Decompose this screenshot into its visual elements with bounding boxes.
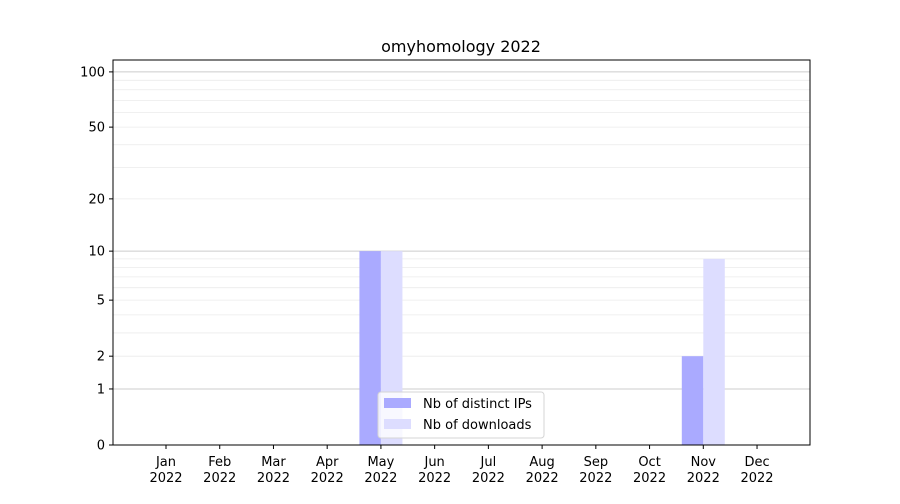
bar-nb-of-distinct-ips (359, 251, 381, 445)
x-tick-label: Jan (155, 455, 176, 470)
x-tick-label: Jul (480, 455, 497, 470)
y-tick-label: 20 (88, 192, 105, 207)
bar-nb-of-downloads (703, 258, 725, 445)
x-tick-label: 2022 (257, 471, 290, 486)
legend-swatch (384, 419, 411, 429)
bar-nb-of-distinct-ips (681, 356, 704, 445)
x-tick-label: 2022 (203, 471, 236, 486)
y-tick-label: 0 (97, 439, 105, 454)
legend-label: Nb of downloads (423, 418, 532, 433)
x-tick-label: 2022 (149, 471, 182, 486)
x-tick-label: 2022 (472, 471, 505, 486)
y-tick-label: 100 (80, 65, 105, 80)
x-tick-label: 2022 (687, 471, 720, 486)
y-tick-label: 2 (97, 350, 105, 365)
x-tick-label: Dec (744, 455, 769, 470)
chart-title: omyhomology 2022 (381, 37, 541, 56)
legend-label: Nb of distinct IPs (423, 397, 532, 412)
x-tick-label: Apr (316, 455, 339, 470)
x-tick-label: 2022 (740, 471, 773, 486)
x-tick-label: Sep (584, 455, 609, 470)
y-tick-label: 1 (97, 382, 105, 397)
x-tick-label: Mar (261, 455, 286, 470)
legend: Nb of distinct IPs Nb of downloads (377, 391, 545, 439)
x-tick-label: Aug (529, 455, 554, 470)
x-tick-label: 2022 (364, 471, 397, 486)
legend-box (377, 391, 545, 439)
plot-frame (112, 59, 811, 446)
x-tick-label: Nov (691, 455, 717, 470)
x-tick-label: May (367, 455, 394, 470)
y-tick-label: 5 (97, 294, 105, 309)
x-tick-label: 2022 (579, 471, 612, 486)
legend-swatch (384, 398, 411, 408)
y-tick-label: 50 (88, 121, 105, 136)
x-tick-label: 2022 (418, 471, 451, 486)
x-tick-label: 2022 (526, 471, 559, 486)
y-tick-label: 10 (88, 245, 105, 260)
x-tick-label: Feb (208, 455, 231, 470)
x-tick-label: Jun (423, 455, 444, 470)
x-tick-label: 2022 (311, 471, 344, 486)
x-tick-label: 2022 (633, 471, 666, 486)
x-tick-label: Oct (638, 455, 660, 470)
